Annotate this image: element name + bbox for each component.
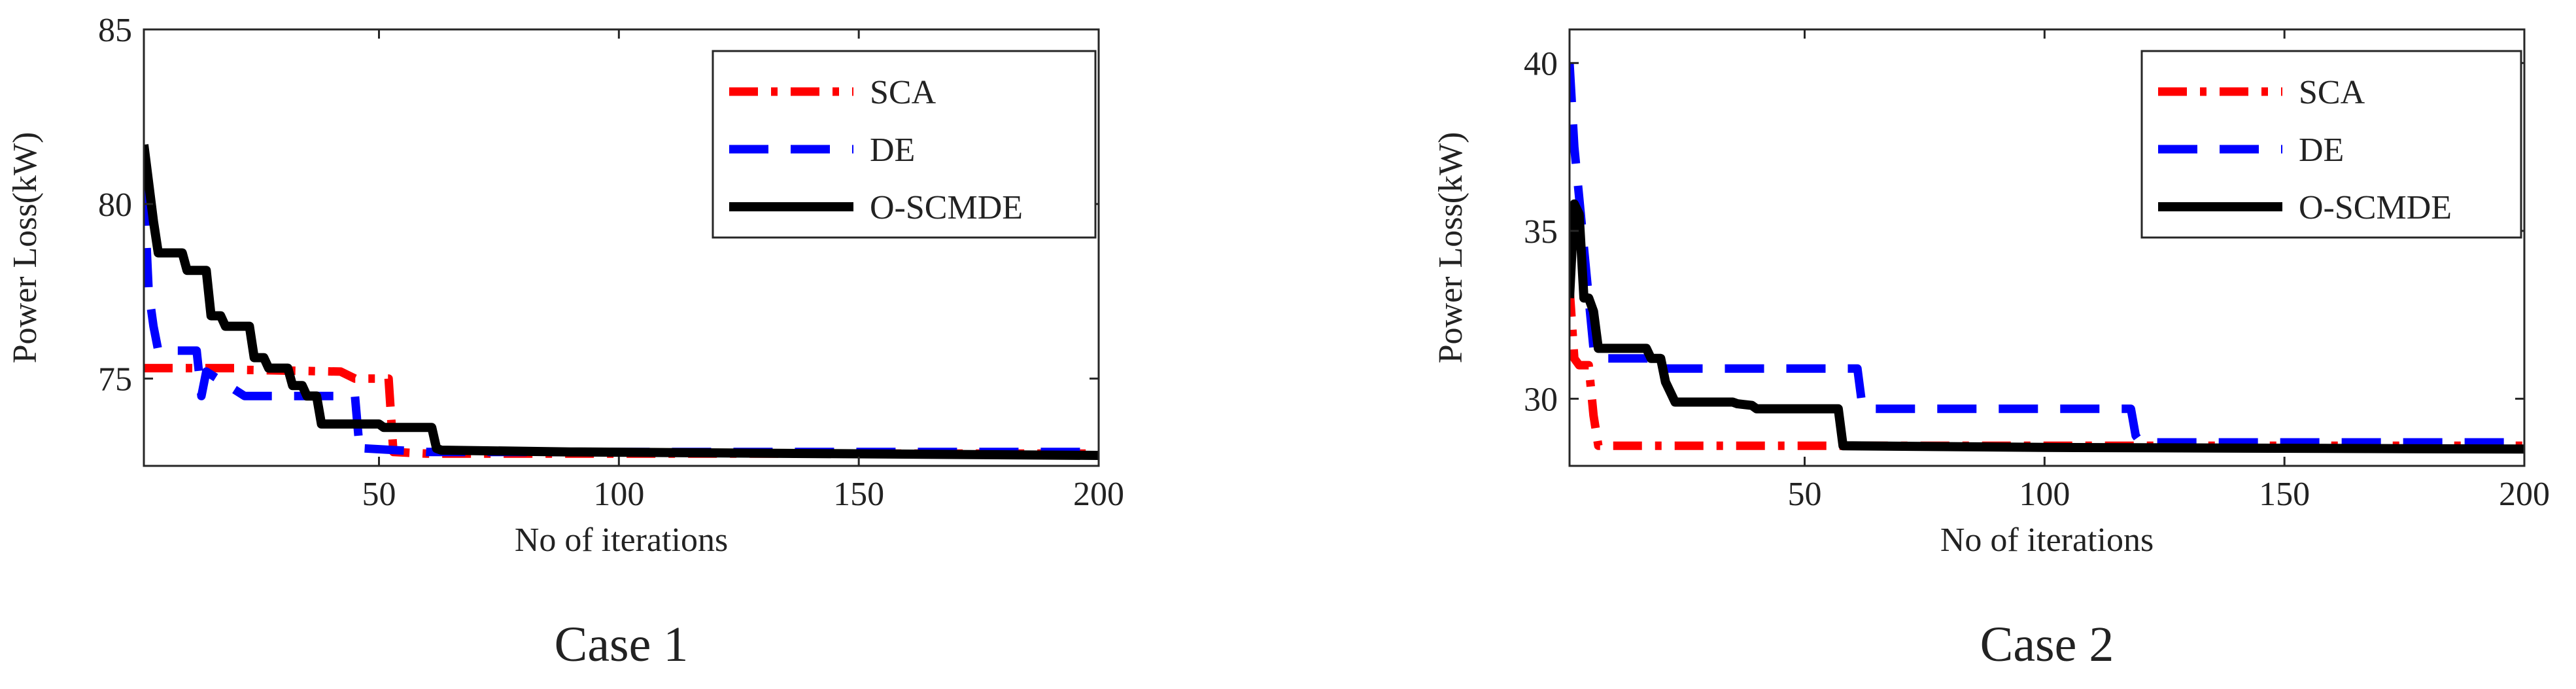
legend-label-sca: SCA <box>2299 74 2365 111</box>
series-line-de <box>1570 62 2524 447</box>
series-line-sca <box>144 364 1099 458</box>
panel-caption: Case 2 <box>1980 617 2114 672</box>
series-group <box>144 144 1099 460</box>
y-axis-label: Power Loss(kW) <box>1432 132 1469 364</box>
x-axis-label: No of iterations <box>1940 521 2154 559</box>
series-group <box>1570 62 2524 454</box>
legend-label-o-scmde: O-SCMDE <box>870 189 1023 226</box>
plot-frame <box>1568 28 2526 467</box>
legend: SCA DE O-SCMDE <box>2140 50 2522 239</box>
x-tick-label: 200 <box>2499 476 2550 513</box>
series-line-sca <box>1570 287 2524 450</box>
x-tick-label: 50 <box>1787 476 1821 513</box>
case-2-panel: 50 100 150 200 30 35 40 No of iterations Power L… <box>1432 28 2550 672</box>
x-tick-label: 150 <box>2259 476 2310 513</box>
series-line-o-scmde <box>1570 199 2524 454</box>
series-line-o-scmde <box>144 144 1099 460</box>
y-tick-label: 30 <box>1524 381 1558 418</box>
y-tick-label: 85 <box>98 12 132 49</box>
y-axis-label: Power Loss(kW) <box>7 132 44 364</box>
x-tick-label: 150 <box>833 476 884 513</box>
y-tick-label: 40 <box>1524 45 1558 82</box>
case-1-panel: 50 100 150 200 75 80 85 No of iterations Power L… <box>7 12 1124 672</box>
y-tick-label: 80 <box>98 186 132 224</box>
x-tick-label: 100 <box>593 476 644 513</box>
legend: SCA DE O-SCMDE <box>712 50 1097 239</box>
x-axis-label: No of iterations <box>515 521 728 559</box>
panel-caption: Case 1 <box>555 617 689 672</box>
plot-frame <box>143 28 1100 467</box>
x-tick-label: 100 <box>2019 476 2070 513</box>
legend-label-de: DE <box>870 132 915 169</box>
x-tick-label: 50 <box>362 476 396 513</box>
legend-label-sca: SCA <box>870 74 936 111</box>
series-line-de <box>144 186 1099 457</box>
y-tick-label: 75 <box>98 361 132 398</box>
x-tick-label: 200 <box>1073 476 1124 513</box>
y-tick-label: 35 <box>1524 213 1558 251</box>
legend-label-o-scmde: O-SCMDE <box>2299 189 2452 226</box>
legend-label-de: DE <box>2299 132 2344 169</box>
